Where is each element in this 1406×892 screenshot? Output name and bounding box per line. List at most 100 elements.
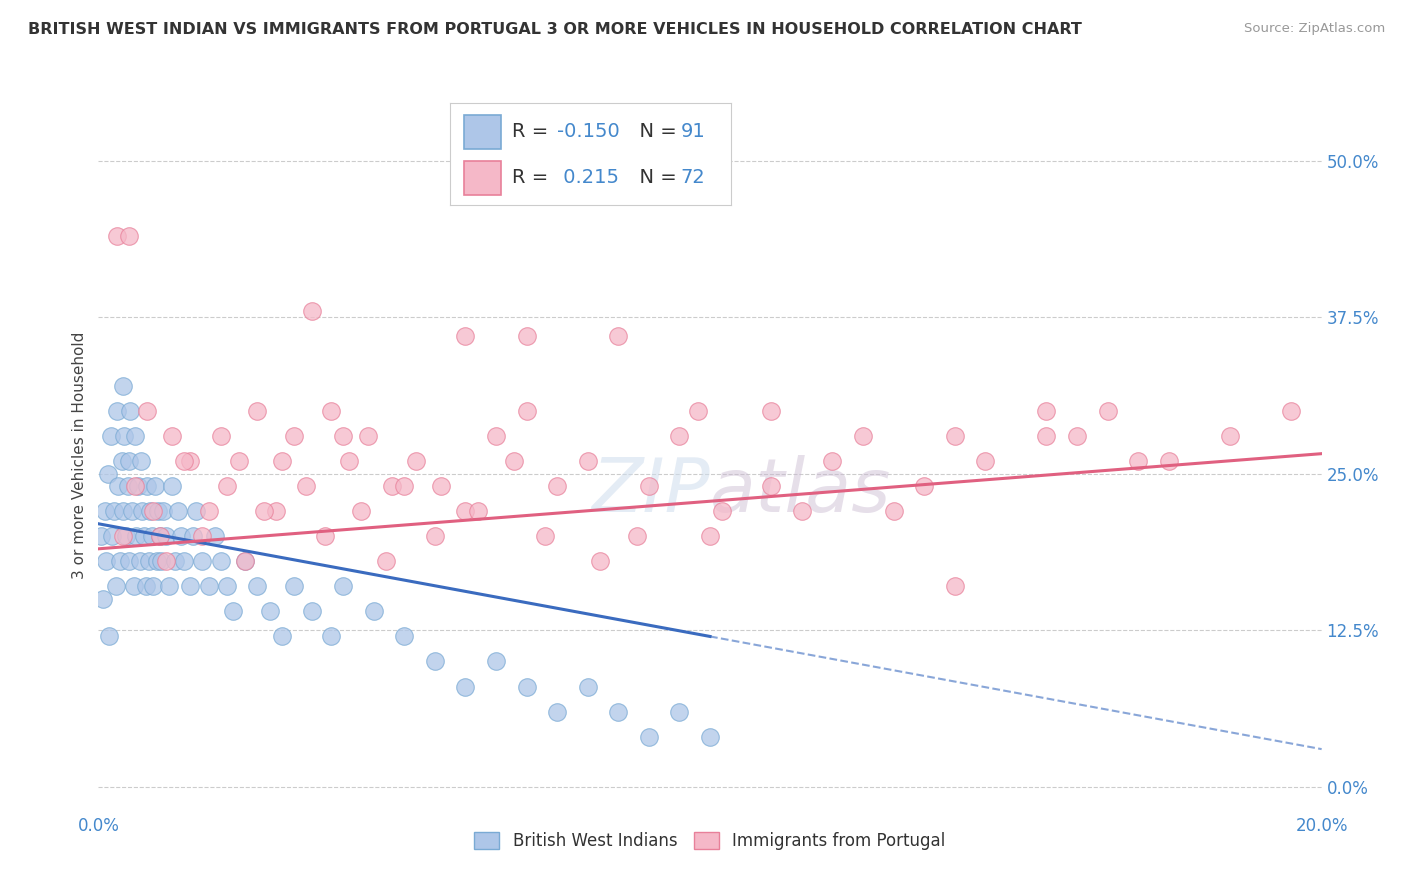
Point — [111, 504, 134, 518]
Point — [1157, 454, 1180, 468]
Point — [423, 529, 446, 543]
Point — [430, 479, 453, 493]
Point — [111, 454, 134, 468]
Point — [135, 579, 157, 593]
Point — [134, 529, 156, 543]
Point — [1035, 404, 1057, 418]
Point — [124, 429, 146, 443]
Point — [141, 529, 163, 543]
Point — [173, 554, 195, 568]
Point — [136, 479, 159, 493]
Point — [136, 404, 159, 418]
Point — [1035, 429, 1057, 443]
Point — [122, 579, 145, 593]
Point — [105, 228, 128, 243]
Point — [139, 504, 162, 518]
Point — [1219, 429, 1241, 443]
Point — [546, 479, 568, 493]
Point — [191, 554, 214, 568]
Point — [138, 554, 160, 568]
Text: N =: N = — [627, 168, 683, 187]
Point — [104, 579, 127, 593]
Point — [405, 454, 427, 468]
Point — [112, 429, 135, 443]
Point — [111, 529, 134, 543]
Point — [173, 454, 195, 468]
Point — [170, 529, 193, 543]
Point — [392, 479, 416, 493]
Point — [686, 404, 709, 418]
Text: 0.215: 0.215 — [557, 168, 619, 187]
Point — [467, 504, 489, 518]
Point — [97, 467, 120, 481]
Point — [91, 591, 114, 606]
Point — [943, 579, 966, 593]
Point — [607, 329, 630, 343]
Point — [179, 454, 201, 468]
Point — [852, 429, 875, 443]
Point — [179, 579, 201, 593]
Point — [332, 429, 354, 443]
Point — [607, 705, 630, 719]
Point — [228, 454, 250, 468]
Point — [142, 504, 165, 518]
Point — [503, 454, 526, 468]
Point — [129, 554, 152, 568]
Point — [974, 454, 997, 468]
Point — [637, 479, 661, 493]
Point — [191, 529, 214, 543]
Text: Source: ZipAtlas.com: Source: ZipAtlas.com — [1244, 22, 1385, 36]
Point — [1097, 404, 1119, 418]
Point — [107, 479, 129, 493]
Point — [103, 504, 125, 518]
Point — [454, 329, 477, 343]
FancyBboxPatch shape — [464, 161, 501, 194]
Point — [246, 579, 269, 593]
Point — [283, 429, 305, 443]
Y-axis label: 3 or more Vehicles in Household: 3 or more Vehicles in Household — [72, 331, 87, 579]
Point — [127, 479, 149, 493]
Point — [270, 630, 294, 644]
Text: N =: N = — [627, 122, 683, 141]
Point — [454, 504, 477, 518]
Point — [576, 680, 599, 694]
Point — [363, 604, 385, 618]
Point — [319, 630, 342, 644]
Point — [149, 554, 172, 568]
Point — [699, 730, 721, 744]
Point — [821, 454, 844, 468]
Point — [94, 554, 117, 568]
Point — [209, 554, 232, 568]
Point — [270, 454, 294, 468]
Point — [222, 604, 245, 618]
Point — [118, 554, 141, 568]
Point — [204, 529, 226, 543]
Point — [90, 529, 112, 543]
Point — [149, 529, 172, 543]
Point — [516, 404, 538, 418]
Point — [516, 680, 538, 694]
Point — [485, 429, 508, 443]
Point — [118, 228, 141, 243]
Point — [264, 504, 287, 518]
Point — [546, 705, 568, 719]
Point — [381, 479, 404, 493]
Point — [233, 554, 256, 568]
Point — [155, 554, 177, 568]
Text: atlas: atlas — [710, 455, 891, 526]
Point — [1279, 404, 1302, 418]
Point — [160, 429, 183, 443]
Point — [120, 404, 142, 418]
Point — [117, 479, 139, 493]
Point — [423, 655, 446, 669]
Legend: British West Indians, Immigrants from Portugal: British West Indians, Immigrants from Po… — [468, 825, 952, 857]
Point — [790, 504, 813, 518]
Point — [699, 529, 721, 543]
Point — [118, 454, 141, 468]
Point — [155, 529, 177, 543]
Point — [711, 504, 734, 518]
Point — [149, 529, 172, 543]
Point — [589, 554, 612, 568]
Point — [374, 554, 396, 568]
Point — [356, 429, 378, 443]
